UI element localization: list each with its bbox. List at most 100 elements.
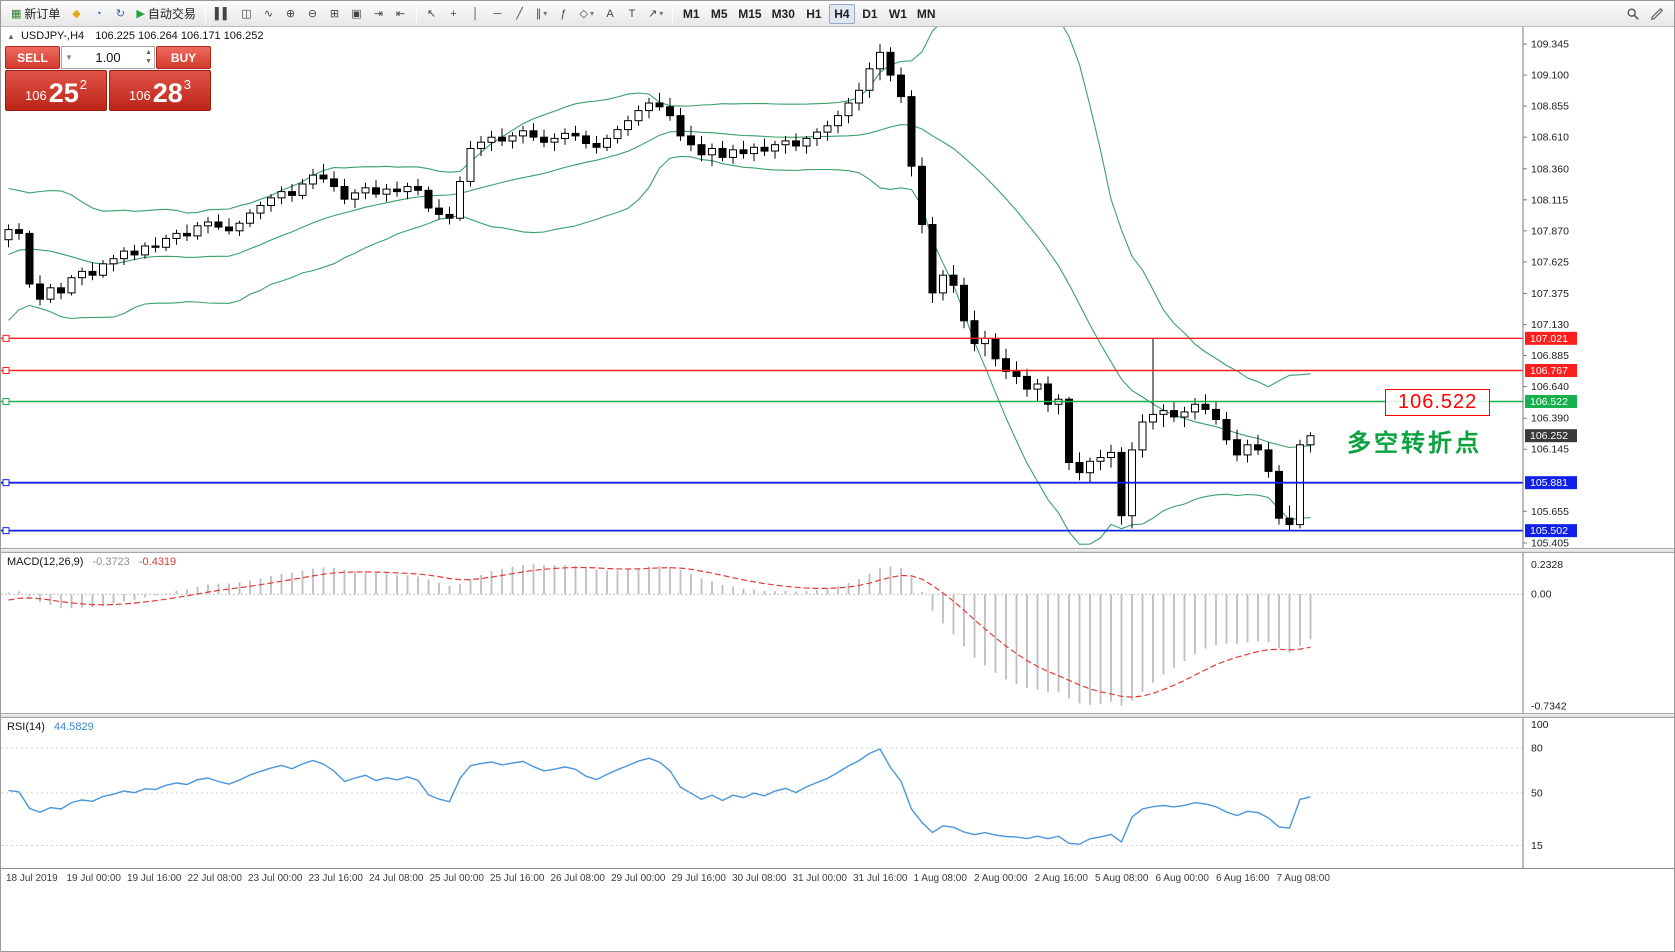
candle-body [697, 144, 706, 156]
candle-body [1149, 413, 1157, 423]
price-annotation-box[interactable]: 106.522 [1385, 389, 1491, 416]
price-axis-label: 108.610 [1531, 132, 1569, 144]
candle-body [382, 188, 391, 195]
volume-input[interactable] [62, 50, 154, 65]
rsi-plot[interactable]: 100 80 50 15 [1, 718, 1675, 868]
text-label-icon[interactable]: T [628, 7, 636, 20]
new-order-button[interactable]: ▦ 新订单 [11, 7, 61, 21]
quote-panel-toggle-icon[interactable]: ▲ [7, 32, 15, 41]
candle-body [130, 250, 139, 256]
candle-body [603, 137, 611, 148]
macd-plot[interactable]: 0.2328 0.00 -0.7342 [1, 553, 1675, 713]
candle-body [561, 132, 569, 140]
sell-price-display[interactable]: 106 25 2 [5, 70, 107, 111]
hline-handle[interactable] [2, 479, 10, 487]
rsi-header: RSI(14) 44.5829 [7, 721, 94, 733]
profiles-icon[interactable]: ◔ [95, 7, 102, 20]
tf-w1[interactable]: W1 [888, 6, 907, 21]
tf-h1[interactable]: H1 [806, 6, 822, 21]
tf-d1[interactable]: D1 [862, 6, 878, 21]
crosshair-icon[interactable]: + [450, 7, 457, 20]
time-axis-label: 29 Jul 16:00 [671, 873, 727, 884]
tile-windows-icon[interactable]: ▣ [351, 8, 362, 20]
candle-body [193, 225, 202, 237]
candle-body [676, 115, 685, 137]
line-chart-icon[interactable]: ∿ [263, 8, 274, 20]
hline-handle[interactable] [2, 366, 10, 374]
macd-panel: MACD(12,26,9) -0.3723 -0.4319 0.2328 0.00… [1, 553, 1675, 713]
arrows-icon[interactable]: ↗ ▾ [647, 8, 664, 20]
cursor-icon[interactable]: ↖ [426, 8, 437, 20]
main-toolbar: ▦ 新订单 ◆ ◔ ↻ ▶ 自动交易 ▌▌ ◫ ∿ ⊕ ⊖ ⊞ ▣ ⇥ ⇤ ↖ + │ ─ ╱ ∥ ▾ ƒ ◇ ▾ A T ↗ ▾ M1 M5… [1, 1, 1674, 27]
refresh-icon[interactable]: ↻ [115, 8, 126, 20]
price-badge-label: 106.252 [1530, 430, 1568, 442]
bar-chart-icon[interactable]: ▌▌ [214, 7, 231, 20]
candle-body [466, 148, 475, 182]
edit-icon[interactable] [1646, 4, 1668, 24]
hline-handle[interactable] [2, 334, 10, 342]
rsi-panel: RSI(14) 44.5829 100 80 50 15 [1, 718, 1675, 868]
hline-handle[interactable] [2, 398, 10, 406]
candle-body [865, 68, 874, 91]
candle-body [1107, 451, 1115, 458]
candle-body [624, 120, 632, 131]
fibonacci-icon[interactable]: ƒ [560, 7, 567, 20]
tf-m1[interactable]: M1 [682, 6, 700, 21]
sell-button[interactable]: SELL [5, 46, 60, 69]
price-axis-label: 106.390 [1531, 413, 1569, 425]
candle-body [855, 89, 863, 104]
auto-trading-button[interactable]: ▶ 自动交易 [136, 7, 196, 21]
candle-body [634, 110, 643, 122]
main-price-chart[interactable]: 109.345 109.100 108.855 108.610 108.360 108.1… [1, 27, 1675, 548]
turning-point-label[interactable]: 多空转折点 [1347, 430, 1482, 457]
time-axis[interactable]: 18 Jul 2019 19 Jul 00:00 19 Jul 16:00 22 Ju… [1, 868, 1674, 890]
tf-m15[interactable]: M15 [738, 6, 762, 21]
tf-mn[interactable]: MN [916, 6, 936, 21]
tf-m5[interactable]: M5 [710, 6, 728, 21]
candle-body [1075, 462, 1084, 474]
candlestick-chart-icon[interactable]: ◫ [241, 8, 252, 20]
candle-body [529, 130, 538, 138]
tf-m30[interactable]: M30 [771, 6, 795, 21]
horizontal-line-icon[interactable]: ─ [493, 7, 502, 20]
candle-body [67, 277, 76, 294]
buy-button[interactable]: BUY [156, 46, 211, 69]
candle-body [1285, 517, 1294, 526]
tf-h4[interactable]: H4 [828, 3, 855, 24]
panel-splitter[interactable] [1, 548, 1674, 553]
macd-value: -0.3723 [92, 556, 130, 568]
buy-price-display[interactable]: 106 28 3 [109, 70, 211, 111]
candle-body [1275, 470, 1283, 519]
price-badge [1525, 524, 1577, 538]
chart-shift-icon[interactable]: ⇤ [395, 8, 406, 20]
channel-icon[interactable]: ∥ ▾ [535, 8, 548, 20]
volume-box: ▼ ▲ ▼ [61, 46, 155, 69]
candle-body [802, 137, 811, 147]
zoom-in-icon[interactable]: ⊕ [285, 8, 296, 20]
shapes-icon[interactable]: ◇ ▾ [579, 8, 594, 20]
candle-body [88, 270, 97, 276]
volume-down-icon[interactable]: ▼ [145, 58, 152, 65]
candle-body [162, 237, 170, 248]
candle-body [949, 274, 958, 286]
zoom-out-icon[interactable]: ⊖ [307, 8, 318, 20]
volume-dropdown-icon[interactable]: ▼ [65, 53, 73, 62]
sell-price-sup: 2 [79, 77, 87, 92]
candle-body [1033, 383, 1042, 390]
buy-price-big: 28 [152, 78, 183, 108]
candle-body [424, 189, 433, 209]
candle-body [487, 136, 496, 143]
candle-body [477, 141, 485, 149]
time-axis-label: 23 Jul 00:00 [248, 873, 303, 884]
auto-scroll-icon[interactable]: ⇥ [373, 8, 384, 20]
text-icon[interactable]: A [606, 7, 614, 20]
panel-splitter[interactable] [1, 713, 1674, 718]
grid-icon[interactable]: ⊞ [329, 8, 340, 20]
trendline-icon[interactable]: ╱ [516, 8, 523, 20]
hline-handle[interactable] [2, 527, 10, 535]
indicator-list-icon[interactable]: ◆ [72, 8, 81, 20]
vertical-line-icon[interactable]: │ [472, 7, 479, 20]
volume-up-icon[interactable]: ▲ [145, 49, 152, 56]
search-icon[interactable] [1622, 4, 1644, 24]
candle-body [204, 221, 212, 227]
